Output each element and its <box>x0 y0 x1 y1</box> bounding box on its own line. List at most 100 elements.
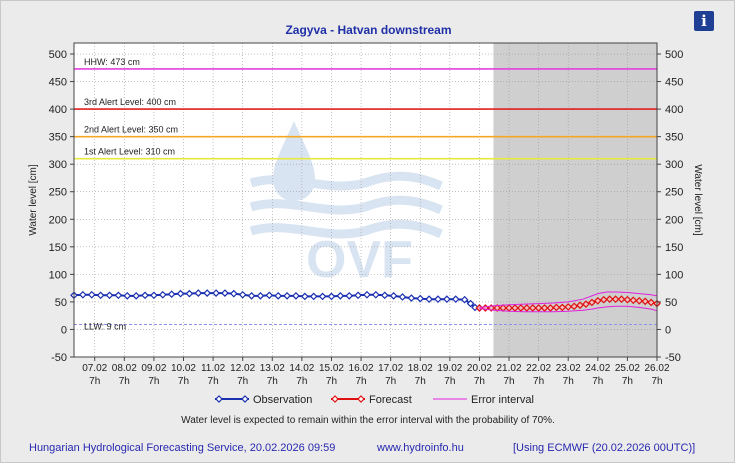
x-tick-label: 19.02 <box>437 363 462 374</box>
data-point <box>493 304 502 312</box>
x-tick-label: 13.02 <box>260 363 285 374</box>
y2-tick-label: 300 <box>665 159 683 171</box>
y-tick-label: 500 <box>49 49 67 61</box>
x-tick-label: 10.02 <box>171 363 196 374</box>
x-tick-hour: 7h <box>651 376 662 387</box>
svg-text:OVF: OVF <box>306 231 413 289</box>
data-point <box>570 302 578 311</box>
footer-website-link[interactable]: www.hydroinfo.hu <box>377 442 464 454</box>
data-point <box>238 290 247 299</box>
data-point <box>389 292 398 300</box>
data-point <box>623 295 632 304</box>
data-point <box>229 289 238 298</box>
x-tick-hour: 7h <box>474 376 485 387</box>
data-point <box>425 295 433 304</box>
y2-tick-label: 150 <box>665 242 683 254</box>
data-point <box>105 291 114 300</box>
data-point <box>511 304 519 312</box>
x-tick-hour: 7h <box>119 376 130 387</box>
data-point <box>471 303 479 312</box>
data-point <box>599 295 608 304</box>
data-point <box>79 290 87 299</box>
y-tick-label: 350 <box>49 132 67 144</box>
series-line-error-interval-upper <box>479 291 658 308</box>
x-tick-label: 07.02 <box>82 363 107 374</box>
level-label: 3rd Alert Level: 400 cm <box>84 97 176 107</box>
data-point <box>582 300 590 308</box>
x-tick-label: 08.02 <box>112 363 137 374</box>
legend-label-error: Error interval <box>471 394 534 406</box>
data-point <box>398 293 407 301</box>
y2-tick-label: -50 <box>665 352 681 364</box>
x-tick-hour: 7h <box>503 376 514 387</box>
data-point <box>318 292 327 301</box>
data-point <box>611 295 620 304</box>
data-point <box>641 297 650 306</box>
data-point <box>372 290 380 299</box>
y-tick-label: 450 <box>49 77 67 89</box>
data-point <box>309 292 318 301</box>
x-tick-label: 11.02 <box>201 363 226 374</box>
legend-marker <box>215 395 223 403</box>
x-tick-label: 24.02 <box>585 363 610 374</box>
data-point <box>517 304 525 312</box>
y2-tick-label: 400 <box>665 104 683 116</box>
x-tick-label: 23.02 <box>556 363 581 374</box>
y-tick-label: 0 <box>61 324 67 336</box>
x-tick-label: 15.02 <box>319 363 344 374</box>
level-label: 2nd Alert Level: 350 cm <box>84 125 178 135</box>
y2-tick-label: 350 <box>665 132 683 144</box>
data-point <box>451 295 460 304</box>
data-point <box>150 291 158 300</box>
x-tick-label: 17.02 <box>378 363 403 374</box>
x-tick-hour: 7h <box>385 376 396 387</box>
data-point <box>434 295 442 304</box>
x-tick-label: 22.02 <box>526 363 551 374</box>
data-point <box>292 292 300 300</box>
x-tick-label: 26.02 <box>644 363 669 374</box>
data-point <box>380 291 389 300</box>
y2-axis-label: Water level [cm] <box>692 164 703 236</box>
data-point <box>221 289 229 297</box>
legend-label-forecast: Forecast <box>369 394 412 406</box>
data-point <box>203 289 212 297</box>
footer-model-info: [Using ECMWF (20.02.2026 00UTC)] <box>513 442 696 454</box>
data-point <box>552 303 561 312</box>
x-tick-hour: 7h <box>355 376 366 387</box>
y-tick-label: 200 <box>49 214 67 226</box>
x-tick-label: 25.02 <box>615 363 640 374</box>
x-tick-hour: 7h <box>148 376 159 387</box>
chart-title: Zagyva - Hatvan downstream <box>285 23 452 37</box>
data-point <box>123 292 132 300</box>
data-point <box>212 289 220 297</box>
data-point <box>176 289 185 298</box>
plot-border <box>73 42 658 358</box>
y2-tick-label: 200 <box>665 214 683 226</box>
legend-marker <box>357 395 365 403</box>
data-point <box>416 294 425 303</box>
x-tick-hour: 7h <box>178 376 189 387</box>
data-point <box>96 291 105 300</box>
y-tick-label: 250 <box>49 187 67 199</box>
legend-label-observation: Observation <box>253 394 312 406</box>
data-point <box>460 295 469 304</box>
y2-tick-label: 250 <box>665 187 683 199</box>
data-point <box>629 296 638 305</box>
x-tick-hour: 7h <box>444 376 455 387</box>
data-point <box>87 290 96 299</box>
y-tick-label: 150 <box>49 242 67 254</box>
info-icon[interactable]: i <box>694 11 714 31</box>
data-point <box>345 292 354 300</box>
data-point <box>443 295 451 304</box>
data-point <box>635 296 644 305</box>
data-point <box>283 292 291 300</box>
x-tick-label: 18.02 <box>408 363 433 374</box>
x-tick-hour: 7h <box>267 376 278 387</box>
level-label: LLW: 9 cm <box>84 321 126 331</box>
data-point <box>141 291 149 300</box>
data-point <box>407 294 416 302</box>
x-tick-label: 21.02 <box>497 363 522 374</box>
x-tick-hour: 7h <box>563 376 574 387</box>
